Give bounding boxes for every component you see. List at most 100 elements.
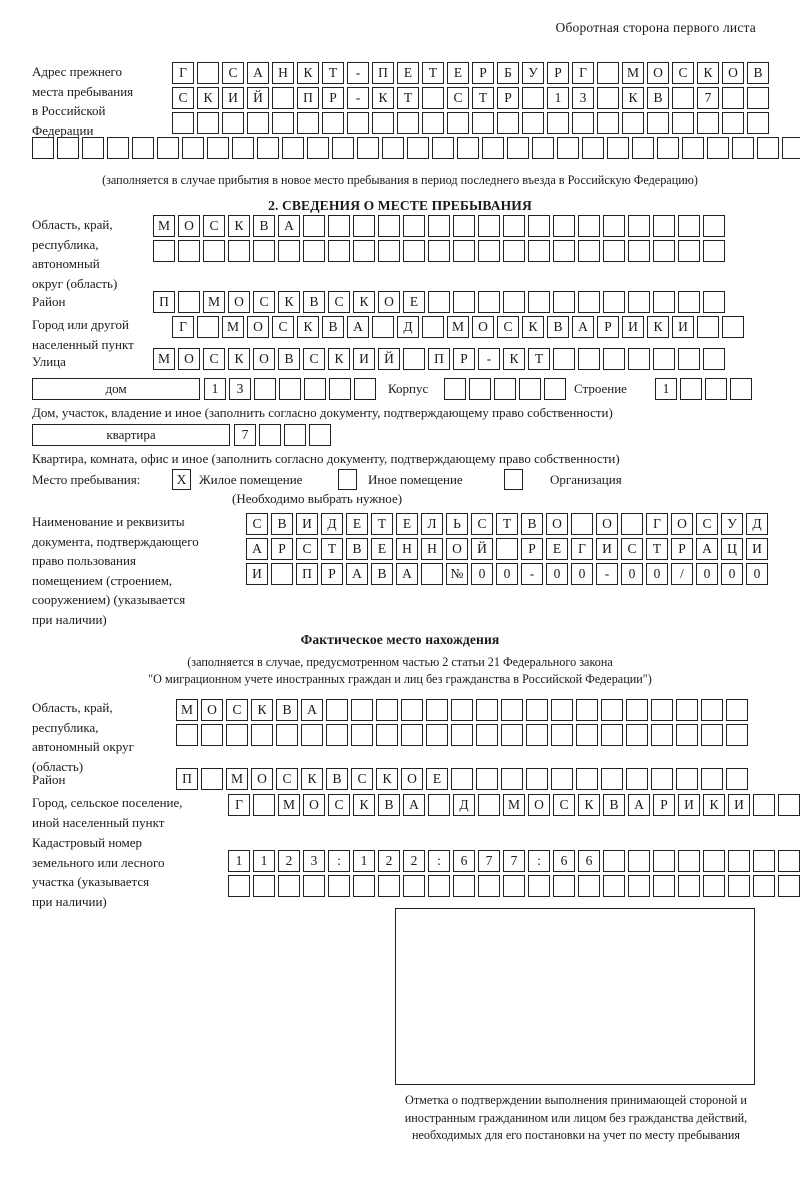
char-cell[interactable]: 0 (746, 563, 768, 585)
char-cell[interactable]: М (153, 348, 175, 370)
char-cell[interactable] (551, 699, 573, 721)
char-cell[interactable] (304, 378, 326, 400)
char-cell[interactable]: Т (528, 348, 550, 370)
char-cell[interactable] (326, 699, 348, 721)
char-cell[interactable]: К (622, 87, 644, 109)
char-cell[interactable]: В (253, 215, 275, 237)
char-cell[interactable] (653, 215, 675, 237)
char-cell[interactable]: 0 (721, 563, 743, 585)
char-cell[interactable] (628, 875, 650, 897)
char-cell[interactable] (222, 112, 244, 134)
char-cell[interactable]: Т (322, 62, 344, 84)
char-cell[interactable]: К (353, 291, 375, 313)
char-cell[interactable] (601, 768, 623, 790)
char-cell[interactable]: А (301, 699, 323, 721)
char-cell[interactable] (553, 291, 575, 313)
char-cell[interactable] (728, 850, 750, 872)
char-cell[interactable] (522, 112, 544, 134)
char-cell[interactable]: Д (397, 316, 419, 338)
char-cell[interactable] (503, 875, 525, 897)
char-cell[interactable]: А (628, 794, 650, 816)
char-cell[interactable]: Т (646, 538, 668, 560)
char-cell[interactable] (472, 112, 494, 134)
char-cell[interactable]: Т (397, 87, 419, 109)
char-cell[interactable] (678, 348, 700, 370)
char-cell[interactable] (228, 240, 250, 262)
char-cell[interactable]: О (446, 538, 468, 560)
char-cell[interactable]: С (203, 348, 225, 370)
char-cell[interactable]: О (472, 316, 494, 338)
char-cell[interactable]: С (621, 538, 643, 560)
char-cell[interactable]: И (728, 794, 750, 816)
char-cell[interactable] (551, 724, 573, 746)
char-cell[interactable] (309, 424, 331, 446)
char-cell[interactable]: - (478, 348, 500, 370)
char-cell[interactable]: К (353, 794, 375, 816)
char-cell[interactable] (578, 291, 600, 313)
char-cell[interactable] (678, 240, 700, 262)
char-cell[interactable] (528, 875, 550, 897)
char-cell[interactable] (501, 724, 523, 746)
char-cell[interactable]: И (596, 538, 618, 560)
char-cell[interactable] (278, 240, 300, 262)
char-cell[interactable] (653, 875, 675, 897)
char-cell[interactable] (428, 240, 450, 262)
char-cell[interactable]: У (721, 513, 743, 535)
char-cell[interactable] (544, 378, 566, 400)
char-cell[interactable] (407, 137, 429, 159)
char-cell[interactable] (628, 240, 650, 262)
char-cell[interactable] (707, 137, 729, 159)
char-cell[interactable]: А (403, 794, 425, 816)
char-cell[interactable]: К (228, 348, 250, 370)
char-cell[interactable] (372, 112, 394, 134)
char-cell[interactable] (603, 291, 625, 313)
char-cell[interactable] (601, 699, 623, 721)
char-cell[interactable]: Д (321, 513, 343, 535)
char-cell[interactable]: К (503, 348, 525, 370)
char-cell[interactable]: 6 (453, 850, 475, 872)
char-cell[interactable]: 1 (204, 378, 226, 400)
char-cell[interactable]: Ц (721, 538, 743, 560)
char-cell[interactable]: 2 (378, 850, 400, 872)
char-cell[interactable] (557, 137, 579, 159)
char-cell[interactable] (228, 875, 250, 897)
char-cell[interactable]: 7 (503, 850, 525, 872)
char-cell[interactable]: М (203, 291, 225, 313)
char-cell[interactable] (476, 768, 498, 790)
char-cell[interactable] (621, 513, 643, 535)
char-cell[interactable]: Д (453, 794, 475, 816)
char-cell[interactable] (653, 850, 675, 872)
char-cell[interactable] (551, 768, 573, 790)
char-cell[interactable]: Т (496, 513, 518, 535)
char-cell[interactable] (297, 112, 319, 134)
char-cell[interactable]: С (328, 291, 350, 313)
char-cell[interactable]: 7 (697, 87, 719, 109)
char-cell[interactable]: К (297, 62, 319, 84)
char-cell[interactable]: О (722, 62, 744, 84)
char-cell[interactable]: 0 (546, 563, 568, 585)
char-cell[interactable] (303, 875, 325, 897)
char-cell[interactable]: Т (472, 87, 494, 109)
char-cell[interactable]: К (647, 316, 669, 338)
previous-address-grid-wide[interactable] (32, 137, 800, 162)
char-cell[interactable] (503, 291, 525, 313)
char-cell[interactable]: К (522, 316, 544, 338)
char-cell[interactable]: А (396, 563, 418, 585)
char-cell[interactable] (132, 137, 154, 159)
char-cell[interactable] (526, 699, 548, 721)
char-cell[interactable] (178, 291, 200, 313)
char-cell[interactable]: В (346, 538, 368, 560)
char-cell[interactable]: С (672, 62, 694, 84)
char-cell[interactable] (322, 112, 344, 134)
char-cell[interactable] (153, 240, 175, 262)
char-cell[interactable] (476, 724, 498, 746)
char-cell[interactable] (482, 137, 504, 159)
char-cell[interactable]: - (596, 563, 618, 585)
char-cell[interactable]: 7 (478, 850, 500, 872)
char-cell[interactable] (328, 215, 350, 237)
